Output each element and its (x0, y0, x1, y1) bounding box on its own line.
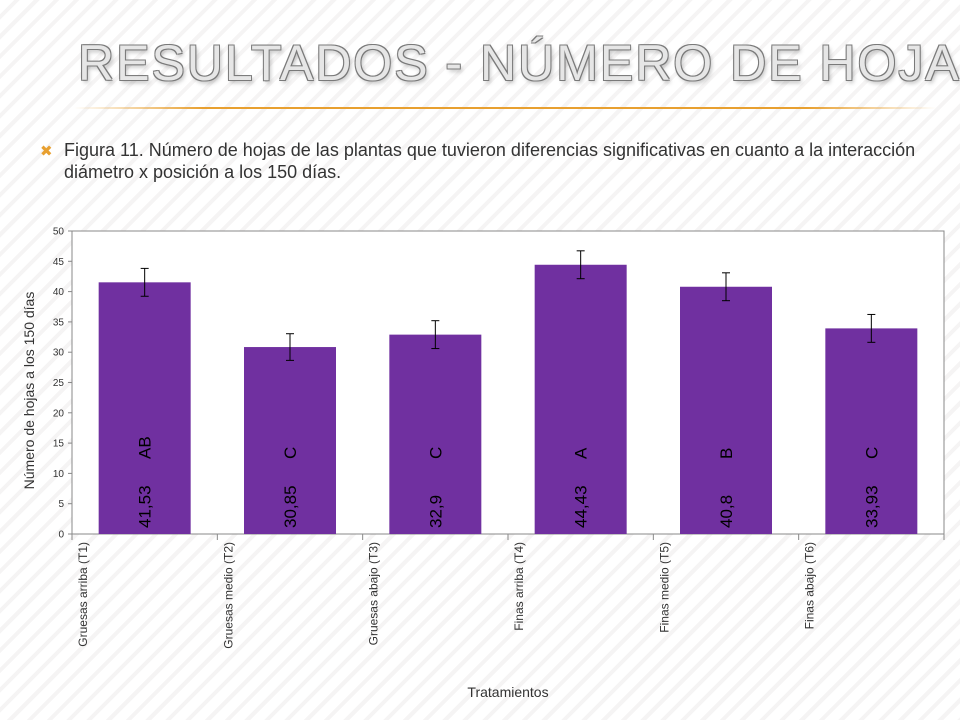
y-tick-label: 35 (53, 317, 65, 328)
significance-letter: B (717, 448, 736, 459)
bar (825, 328, 918, 534)
bar-value-label: 40,8 (717, 495, 736, 528)
category-label: Finas medio (T5) (657, 542, 671, 633)
y-tick-label: 30 (53, 348, 65, 359)
y-tick-label: 10 (53, 469, 65, 480)
bar (98, 282, 191, 534)
y-tick-label: 0 (58, 530, 64, 541)
bar-value-label: 41,53 (136, 485, 155, 528)
category-label: Gruesas abajo (T3) (367, 542, 381, 645)
y-tick-label: 50 (53, 227, 65, 238)
title-underline (74, 107, 936, 109)
y-tick-label: 20 (53, 408, 65, 419)
category-label: Finas arriba (T4) (512, 542, 526, 631)
y-tick-label: 5 (58, 499, 64, 510)
category-label: Gruesas medio (T2) (221, 542, 235, 649)
bar-value-label: 32,9 (426, 495, 445, 528)
y-tick-label: 40 (53, 287, 65, 298)
significance-letter: A (572, 447, 591, 459)
bar-value-label: 30,85 (281, 485, 300, 528)
slide-title: RESULTADOS - NÚMERO DE HOJAS (78, 35, 960, 91)
x-axis-title: Tratamientos (467, 684, 548, 700)
bar-value-label: 33,93 (862, 485, 881, 528)
bar (389, 334, 482, 534)
bar-value-label: 44,43 (572, 485, 591, 528)
plot-area (71, 230, 945, 535)
bar (680, 286, 772, 534)
significance-letter: C (862, 447, 881, 459)
category-label: Gruesas arriba (T1) (76, 542, 90, 647)
significance-letter: AB (136, 436, 155, 459)
y-tick-label: 25 (53, 378, 65, 389)
bullet-item: ✖ Figura 11. Número de hojas de las plan… (40, 139, 955, 183)
bar (534, 264, 627, 534)
significance-letter: C (426, 447, 445, 459)
significance-letter: C (281, 447, 300, 459)
y-axis-title: Número de hojas a los 150 días (21, 292, 37, 490)
bar (244, 347, 336, 534)
y-tick-label: 15 (53, 439, 65, 450)
x-mark-icon: ✖ (40, 143, 53, 160)
y-tick-label: 45 (53, 257, 65, 268)
figure-caption: Figura 11. Número de hojas de las planta… (64, 140, 916, 182)
category-label: Finas abajo (T6) (803, 542, 817, 629)
